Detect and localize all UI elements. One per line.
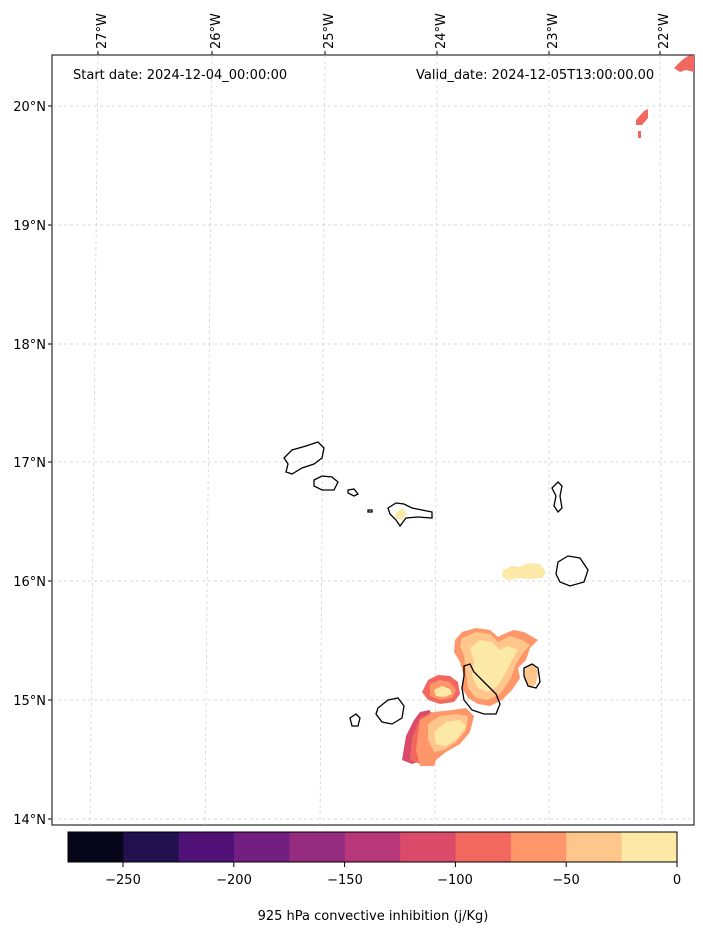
graticule [52,54,694,826]
lat-label-18n: 18°N [13,338,46,353]
colorbar-swatch [178,832,235,862]
meridian-24w [434,54,438,826]
cin-patch-south-yellow [434,720,466,746]
meridian-26w [204,54,213,826]
colorbar-swatches [68,832,678,862]
meridian-27w [89,54,99,826]
island-fogo [375,697,405,725]
lat-label-16n: 16°N [13,575,46,590]
lon-label-27w: 27°W [95,13,110,49]
cin-patch-ne-corner [674,55,694,72]
island-santo-antao [283,441,325,475]
colorbar-swatch [68,832,124,862]
island-maio [523,663,541,689]
cin-patch-ne-strip [636,109,648,125]
lat-label-20n: 20°N [13,100,46,115]
colorbar-ticks [122,862,678,867]
lat-label-19n: 19°N [13,219,46,234]
lon-label-22w: 22°W [657,13,672,49]
lon-label-23w: 23°W [546,13,561,49]
lon-label-24w: 24°W [434,13,449,49]
lat-label-14n: 14°N [13,813,46,828]
meridian-25w [319,54,326,826]
colorbar-label: 925 hPa convective inhibition (j/Kg) [258,909,489,924]
colorbar: −250 −200 −150 −100 −50 0 925 hPa convec… [67,831,681,924]
cin-contours [395,55,694,766]
lon-label-25w: 25°W [322,13,337,49]
island-raso [367,509,373,513]
lon-label-26w: 26°W [209,13,224,49]
colorbar-tick--100: −100 [437,873,473,888]
colorbar-swatch [400,832,457,862]
lat-label-15n: 15°N [13,694,46,709]
colorbar-swatch [621,832,678,862]
colorbar-outline [67,831,678,863]
map-frame [51,54,695,826]
colorbar-tick-0: 0 [673,873,681,888]
colorbar-swatch [234,832,291,862]
colorbar-swatch [455,832,512,862]
latitude-labels: 20°N 19°N 18°N 17°N 16°N 15°N 14°N [13,100,52,828]
island-boa-vista [555,555,589,587]
meridian-22w [659,54,663,826]
colorbar-swatch [344,832,401,862]
valid-date-label: Valid_date: 2024-12-05T13:00:00.00 [416,68,654,83]
coastlines [283,441,589,727]
island-sal [551,481,563,514]
lat-label-17n: 17°N [13,456,46,471]
colorbar-swatch [510,832,567,862]
colorbar-tick--150: −150 [327,873,363,888]
longitude-labels: 27°W 26°W 25°W 24°W 23°W 22°W [95,13,672,55]
island-sao-vicente [313,475,339,491]
island-santa-luzia [347,488,360,497]
island-brava [349,713,361,727]
cin-patch-santiago-inner [470,640,518,692]
colorbar-swatch [123,832,180,862]
cin-patch-boavista-west [502,563,546,580]
colorbar-swatch [289,832,346,862]
colorbar-tick--250: −250 [105,873,141,888]
colorbar-tick--50: −50 [552,873,579,888]
start-date-label: Start date: 2024-12-04_00:00:00 [73,68,287,83]
island-sao-nicolau [387,502,433,528]
colorbar-tick--200: −200 [216,873,252,888]
island-santiago [461,663,501,715]
cin-patch-maio [524,664,538,688]
cin-patch-fogo-yellow [434,686,452,697]
colorbar-swatch [566,832,623,862]
cin-patch-ne-dot [638,131,641,138]
cin-patch-saonicolau [395,508,407,520]
